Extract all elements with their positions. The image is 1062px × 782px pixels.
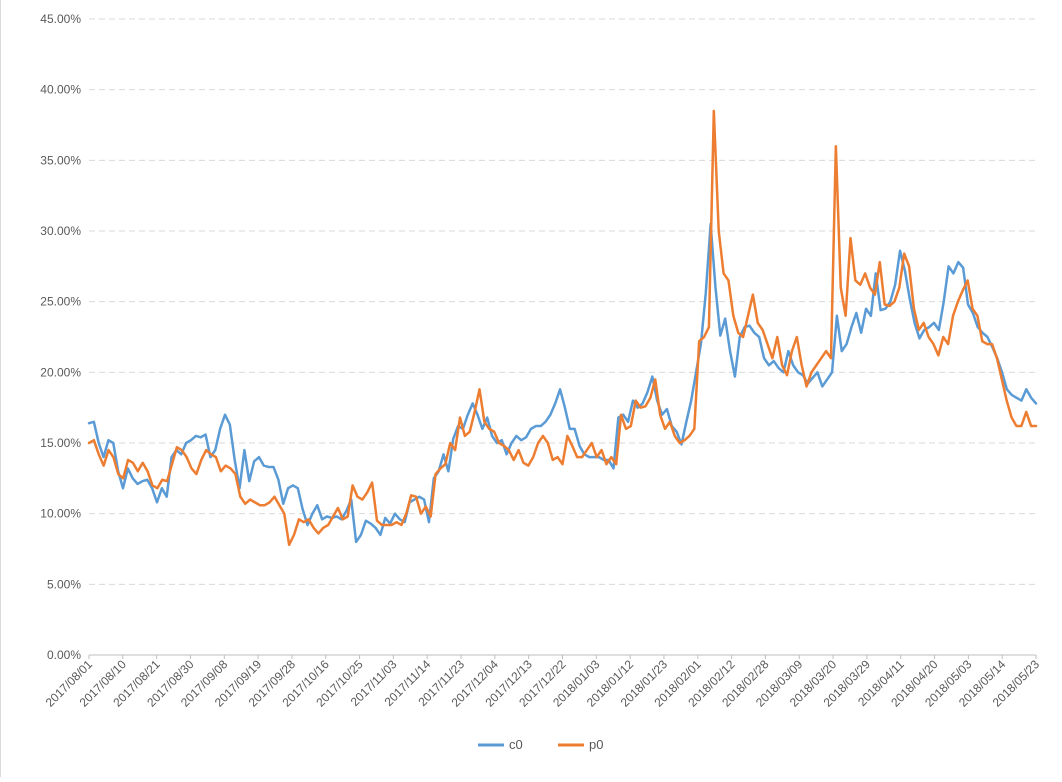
series-lines [87, 109, 1038, 547]
y-tick-label: 40.00% [40, 83, 81, 97]
series-line-p0 [87, 109, 1038, 547]
y-tick-label: 10.00% [40, 507, 81, 521]
series-line-c0 [87, 222, 1038, 544]
legend-label-p0: p0 [589, 737, 603, 752]
legend-label-c0: c0 [509, 737, 523, 752]
y-tick-label: 5.00% [47, 577, 81, 591]
x-axis-tick-labels: 2017/08/012017/08/102017/08/212017/08/30… [43, 655, 1042, 710]
y-tick-label: 45.00% [40, 12, 81, 26]
y-tick-label: 20.00% [40, 365, 81, 379]
y-tick-label: 25.00% [40, 295, 81, 309]
y-tick-label: 35.00% [40, 153, 81, 167]
gridlines [89, 18, 1036, 585]
y-tick-label: 30.00% [40, 224, 81, 238]
y-tick-label: 0.00% [47, 648, 81, 662]
y-tick-label: 15.00% [40, 436, 81, 450]
y-axis-tick-labels: 0.00% 5.00% 10.00% 15.00% 20.00% 25.00% 30.00%… [40, 12, 81, 662]
legend: c0 p0 [478, 737, 603, 752]
